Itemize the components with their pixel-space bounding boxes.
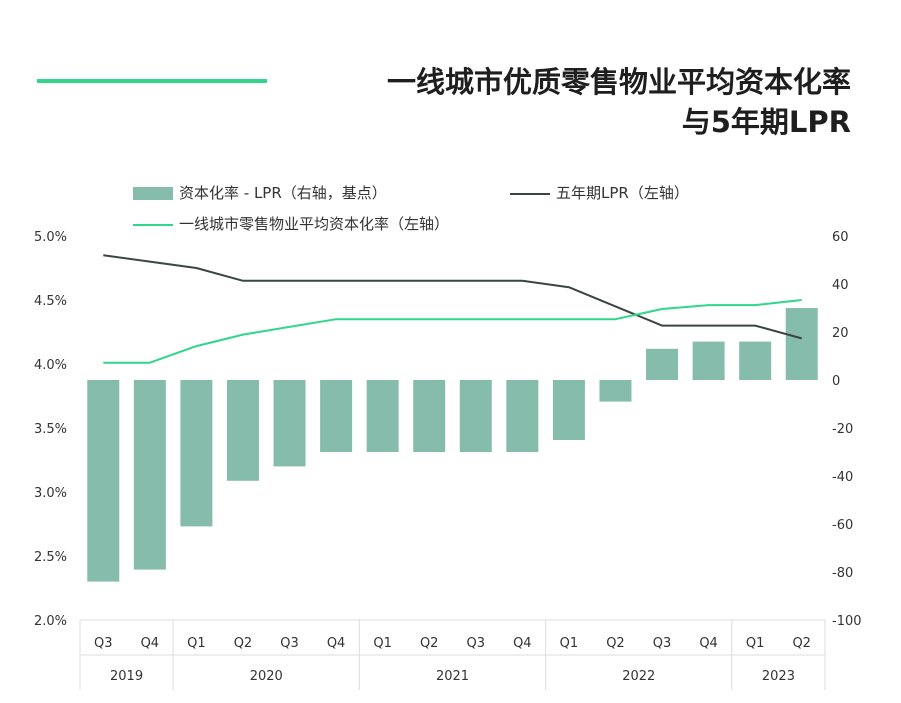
bar (320, 380, 353, 452)
legend-label-bar: 资本化率 - LPR（右轴，基点） (179, 184, 387, 202)
left-axis-tick-label: 2.5% (34, 550, 67, 565)
chart-title-line1: 一线城市优质零售物业平均资本化率 (386, 65, 851, 99)
quarter-label: Q4 (699, 636, 718, 651)
quarter-label: Q2 (420, 636, 439, 651)
year-label: 2023 (762, 669, 795, 684)
quarter-label: Q2 (234, 636, 253, 651)
chart-title: 一线城市优质零售物业平均资本化率 与5年期LPR (387, 62, 851, 142)
quarter-label: Q1 (187, 636, 206, 651)
legend-label-cap: 一线城市零售物业平均资本化率（左轴） (179, 215, 450, 233)
year-label: 2022 (622, 669, 655, 684)
right-axis-tick-label: -40 (832, 470, 853, 485)
year-label: 2020 (250, 669, 283, 684)
legend-item-lpr: 五年期LPR（左轴） (510, 182, 689, 203)
legend-swatch-cap (133, 223, 173, 226)
left-axis-tick-label: 3.5% (34, 422, 67, 437)
bar (692, 341, 725, 380)
left-axis-tick-label: 5.0% (34, 230, 67, 245)
quarter-label: Q2 (606, 636, 625, 651)
bar (646, 348, 679, 380)
lpr-line (103, 254, 802, 340)
legend-item-bar: 资本化率 - LPR（右轴，基点） (133, 182, 387, 203)
cap-rate-line (103, 299, 802, 364)
bar (180, 380, 213, 527)
bar (87, 380, 120, 582)
year-label: 2019 (110, 669, 143, 684)
right-axis-tick-label: 0 (832, 374, 840, 389)
right-axis-tick-label: 20 (832, 326, 849, 341)
bar (413, 380, 446, 452)
bar (739, 341, 772, 380)
bar (552, 380, 585, 440)
quarter-label: Q1 (746, 636, 765, 651)
year-label: 2021 (436, 669, 469, 684)
legend-swatch-lpr (510, 192, 550, 195)
bar (366, 380, 399, 452)
quarter-label: Q4 (141, 636, 160, 651)
quarter-label: Q2 (792, 636, 811, 651)
right-axis-tick-label: -80 (832, 566, 853, 581)
bar (599, 380, 632, 402)
quarter-label: Q3 (94, 636, 113, 651)
bar (273, 380, 306, 467)
quarter-label: Q1 (373, 636, 392, 651)
legend-label-lpr: 五年期LPR（左轴） (556, 184, 689, 202)
bar (133, 380, 166, 570)
quarter-label: Q1 (560, 636, 579, 651)
title-accent-rule (37, 79, 267, 83)
quarter-label: Q3 (653, 636, 672, 651)
quarter-label: Q4 (327, 636, 346, 651)
left-axis-tick-label: 4.0% (34, 358, 67, 373)
quarter-label: Q3 (467, 636, 486, 651)
left-axis-tick-label: 3.0% (34, 486, 67, 501)
right-axis-tick-label: -100 (832, 614, 862, 629)
left-axis-tick-label: 2.0% (34, 614, 67, 629)
legend-item-cap: 一线城市零售物业平均资本化率（左轴） (133, 213, 449, 234)
left-axis-tick-label: 4.5% (34, 294, 67, 309)
quarter-label: Q4 (513, 636, 532, 651)
legend-swatch-bar (133, 187, 173, 200)
quarter-label: Q3 (280, 636, 299, 651)
right-axis-tick-label: -60 (832, 518, 853, 533)
bar (506, 380, 539, 452)
right-axis-tick-label: -20 (832, 422, 853, 437)
bar (226, 380, 259, 481)
right-axis-tick-label: 40 (832, 278, 849, 293)
bar (459, 380, 492, 452)
right-axis-tick-label: 60 (832, 230, 849, 245)
chart-title-line2: 与5年期LPR (681, 105, 851, 139)
bar (785, 308, 818, 380)
